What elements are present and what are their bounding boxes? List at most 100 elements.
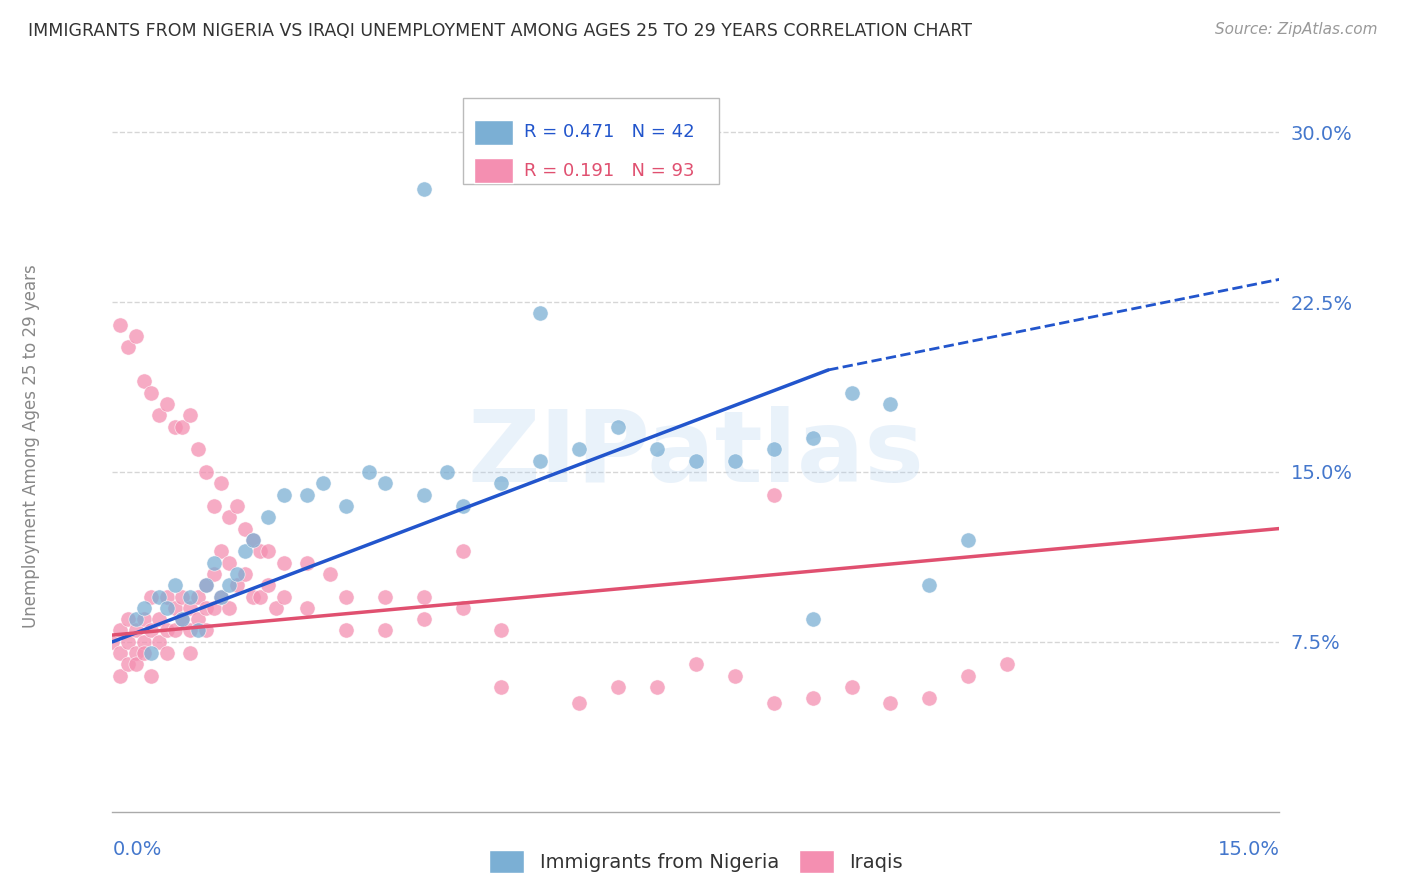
Point <box>110 318 132 332</box>
Point <box>801 691 824 706</box>
Point <box>218 510 240 524</box>
Point <box>273 556 295 570</box>
Point <box>218 600 240 615</box>
Point <box>209 590 232 604</box>
Point <box>218 578 240 592</box>
Point <box>141 624 163 638</box>
Point <box>141 646 163 660</box>
Point <box>762 442 785 457</box>
Point <box>156 646 179 660</box>
Point <box>132 600 155 615</box>
Point <box>841 680 863 694</box>
Point <box>209 544 232 558</box>
Point <box>163 578 186 592</box>
Point <box>762 696 785 710</box>
Point <box>724 669 747 683</box>
Point <box>762 487 785 501</box>
Point <box>148 612 170 626</box>
Point <box>141 669 163 683</box>
Point <box>148 590 170 604</box>
Text: Unemployment Among Ages 25 to 29 years: Unemployment Among Ages 25 to 29 years <box>22 264 39 628</box>
Point <box>226 499 249 513</box>
Point <box>918 691 941 706</box>
Point <box>148 635 170 649</box>
Point <box>194 624 217 638</box>
Point <box>110 646 132 660</box>
Point <box>125 329 148 343</box>
Point <box>607 419 630 434</box>
Point <box>202 499 225 513</box>
Point <box>412 182 434 196</box>
Point <box>141 385 163 400</box>
Point <box>335 624 357 638</box>
Point <box>529 306 551 320</box>
Point <box>491 680 513 694</box>
Point <box>117 657 139 672</box>
Point <box>163 419 186 434</box>
Point <box>187 612 209 626</box>
Point <box>117 635 139 649</box>
Point <box>110 669 132 683</box>
Point <box>295 600 318 615</box>
Point <box>257 544 280 558</box>
Point <box>335 499 357 513</box>
Point <box>117 612 139 626</box>
Point <box>319 566 342 581</box>
Point <box>412 487 434 501</box>
Point <box>148 409 170 423</box>
Point <box>801 431 824 445</box>
Point <box>172 590 194 604</box>
Point <box>451 544 474 558</box>
Point <box>156 397 179 411</box>
Point <box>125 612 148 626</box>
Point <box>359 465 381 479</box>
Point <box>163 600 186 615</box>
Point <box>724 453 747 467</box>
Point <box>257 578 280 592</box>
Point <box>568 696 591 710</box>
Point <box>172 612 194 626</box>
Text: IMMIGRANTS FROM NIGERIA VS IRAQI UNEMPLOYMENT AMONG AGES 25 TO 29 YEARS CORRELAT: IMMIGRANTS FROM NIGERIA VS IRAQI UNEMPLO… <box>28 22 972 40</box>
Point <box>179 624 201 638</box>
Point <box>491 624 513 638</box>
Point <box>295 487 318 501</box>
Point <box>202 566 225 581</box>
Point <box>132 635 155 649</box>
Point <box>202 600 225 615</box>
Point <box>957 533 980 547</box>
Point <box>879 696 901 710</box>
Point <box>117 340 139 354</box>
Point <box>179 646 201 660</box>
Point <box>295 556 318 570</box>
Point <box>209 476 232 491</box>
Point <box>156 624 179 638</box>
Text: R = 0.471   N = 42: R = 0.471 N = 42 <box>524 123 695 141</box>
Text: R = 0.191   N = 93: R = 0.191 N = 93 <box>524 162 695 180</box>
Point <box>249 590 271 604</box>
Point <box>879 397 901 411</box>
Point <box>311 476 333 491</box>
Text: 0.0%: 0.0% <box>112 840 162 859</box>
Point <box>194 600 217 615</box>
Point <box>110 624 132 638</box>
Point <box>141 590 163 604</box>
Point <box>202 556 225 570</box>
Point <box>125 646 148 660</box>
Point <box>156 590 179 604</box>
Point <box>163 624 186 638</box>
Point <box>257 510 280 524</box>
Point <box>233 544 256 558</box>
Text: ZIPatlas: ZIPatlas <box>468 407 924 503</box>
Point <box>187 624 209 638</box>
Point <box>957 669 980 683</box>
Point <box>491 476 513 491</box>
Point <box>374 476 396 491</box>
Point <box>273 487 295 501</box>
Point <box>226 578 249 592</box>
Point <box>273 590 295 604</box>
Point <box>194 578 217 592</box>
Point <box>172 419 194 434</box>
Point <box>264 600 287 615</box>
Point <box>607 680 630 694</box>
Point <box>412 612 434 626</box>
